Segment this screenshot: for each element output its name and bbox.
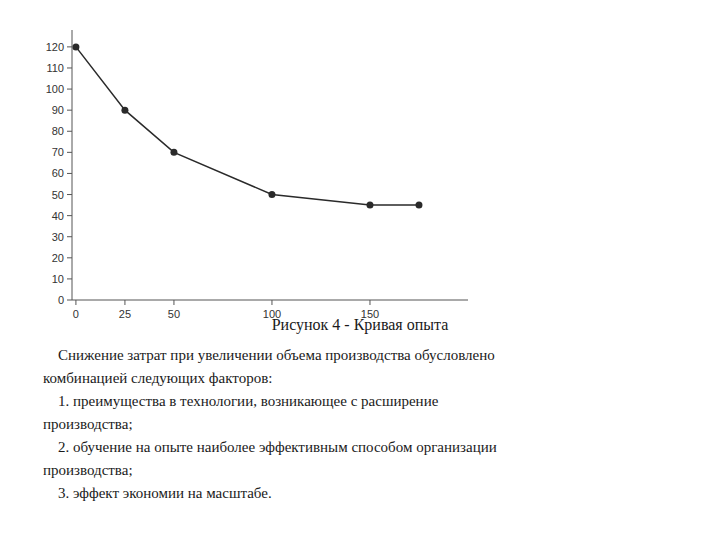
y-tick	[67, 46, 72, 47]
x-tick	[271, 300, 272, 305]
y-tick	[67, 89, 72, 90]
y-tick	[67, 131, 72, 132]
caption-line: производства;	[43, 462, 133, 478]
point	[415, 202, 422, 209]
point	[366, 202, 373, 209]
y-tick	[67, 67, 72, 68]
x-tick	[173, 300, 174, 305]
y-tick-label: 110	[46, 62, 64, 74]
x-tick-label: 50	[168, 308, 180, 320]
y-tick-label: 120	[46, 41, 64, 53]
x-tick-label: 0	[73, 308, 79, 320]
caption-line: Снижение затрат при увеличении объема пр…	[43, 347, 495, 363]
x-tick-label: 25	[119, 308, 131, 320]
y-tick-label: 30	[52, 231, 64, 243]
y-tick	[67, 152, 72, 153]
y-tick-label: 80	[52, 125, 64, 137]
y-tick-label: 70	[52, 146, 64, 158]
y-tick	[67, 300, 72, 301]
y-tick	[67, 173, 72, 174]
chart: 025501001500102030405060708090100110120Р…	[0, 0, 720, 540]
y-tick	[67, 236, 72, 237]
y-tick-label: 10	[52, 273, 64, 285]
line	[76, 47, 419, 205]
y-axis-line	[72, 30, 73, 300]
y-tick	[67, 110, 72, 111]
y-tick-label: 50	[52, 189, 64, 201]
point	[121, 107, 128, 114]
y-tick-label: 20	[52, 252, 64, 264]
caption-line: комбинацией следующих факторов:	[43, 370, 272, 386]
x-tick	[124, 300, 125, 305]
y-tick-label: 40	[52, 210, 64, 222]
point	[72, 43, 79, 50]
y-tick	[67, 215, 72, 216]
y-tick-label: 100	[46, 83, 64, 95]
point	[170, 149, 177, 156]
x-axis-line	[72, 300, 468, 301]
caption-line: производства;	[43, 416, 133, 432]
caption-line: 1. преимущества в технологии, возникающе…	[43, 393, 439, 409]
point	[268, 191, 275, 198]
y-tick-label: 0	[58, 294, 64, 306]
y-tick	[67, 257, 72, 258]
plot-area	[72, 43, 422, 208]
y-tick-label: 90	[52, 104, 64, 116]
y-tick-label: 60	[52, 167, 64, 179]
title: Рисунок 4 - Кривая опыта	[272, 316, 449, 334]
y-tick	[67, 278, 72, 279]
caption-line: 3. эффект экономии на масштабе.	[43, 485, 272, 501]
x-tick	[75, 300, 76, 305]
x-tick	[369, 300, 370, 305]
caption-line: 2. обучение на опыте наиболее эффективны…	[43, 439, 497, 455]
y-tick	[67, 194, 72, 195]
